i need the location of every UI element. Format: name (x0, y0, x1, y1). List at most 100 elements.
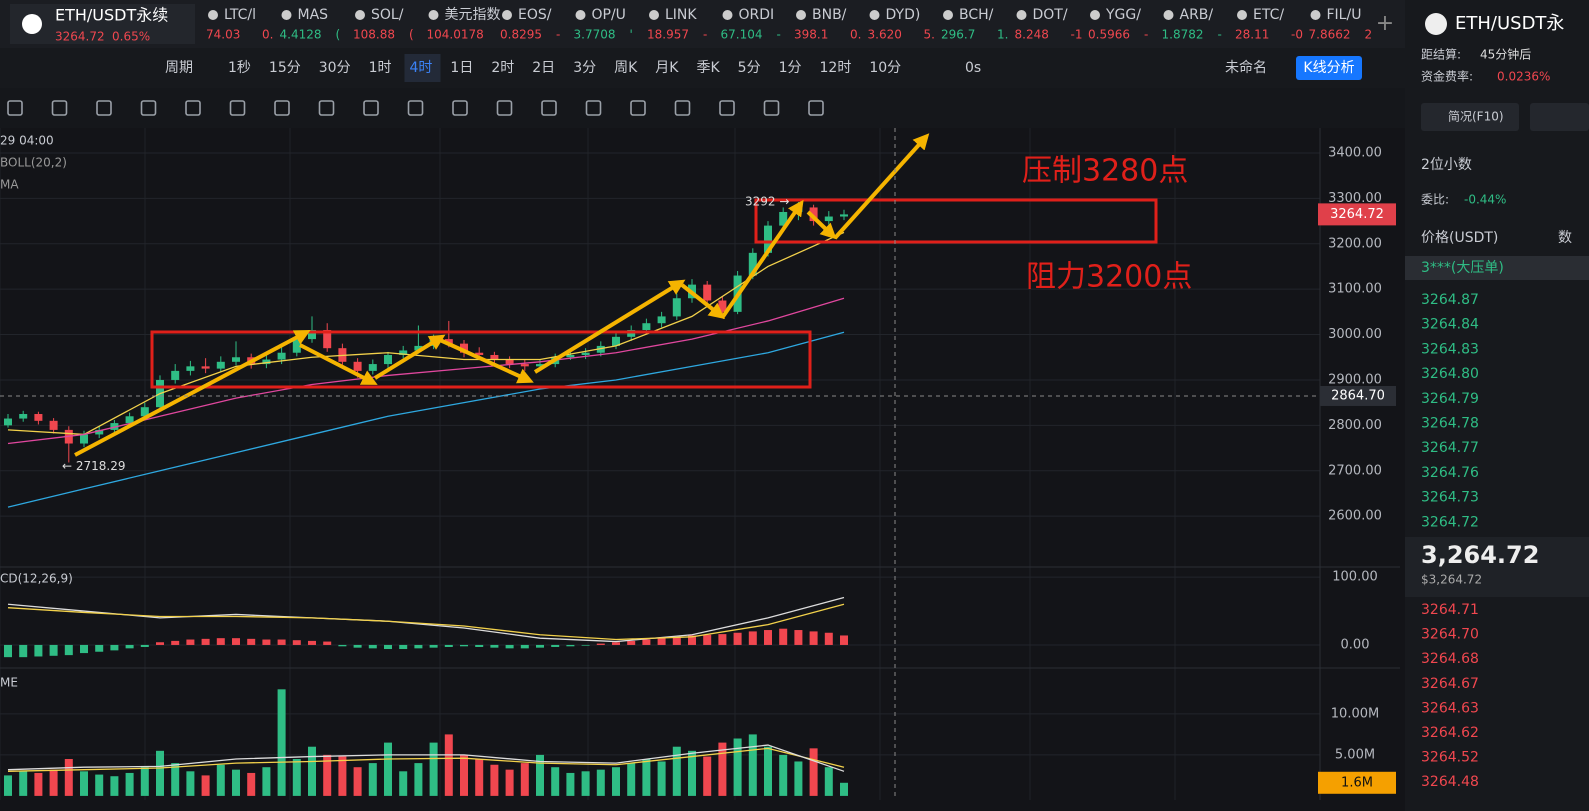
tool-icon[interactable] (674, 100, 691, 116)
tool-icon[interactable] (318, 100, 335, 116)
volume-bar (809, 748, 818, 796)
analysis-label[interactable]: K线分析 (1303, 60, 1354, 76)
interval[interactable]: 1日 (450, 60, 473, 76)
tool-icon[interactable] (274, 100, 290, 116)
interval[interactable]: 1秒 (228, 60, 251, 76)
interval[interactable]: 周K (614, 60, 638, 76)
layout-name[interactable]: 未命名 (1225, 59, 1267, 76)
ticker-change: - (1144, 28, 1148, 42)
tool-icon[interactable] (7, 100, 23, 116)
ticker-name[interactable]: DOT/ (1033, 7, 1068, 23)
last-price-badge (1318, 203, 1396, 226)
volume-bar (475, 759, 484, 796)
bid-price: 3264.71 (1421, 602, 1479, 618)
tool-icon[interactable] (496, 100, 513, 116)
volume-bar (156, 750, 164, 796)
macd-bar (186, 639, 195, 645)
y-tick-label: 10.00M (1331, 706, 1379, 721)
macd-bar (140, 644, 149, 647)
tool-icon[interactable] (541, 100, 557, 116)
ticker-name[interactable]: LTC/l (224, 7, 256, 23)
ticker-price: 18.957 (647, 28, 689, 42)
ticker-name[interactable]: OP/U (592, 7, 626, 23)
volume-bar (4, 775, 12, 796)
tool-icon[interactable] (585, 100, 602, 116)
macd-bar (840, 635, 848, 645)
ticker-name[interactable]: MAS (298, 7, 329, 23)
ask-price: 3264.87 (1421, 292, 1479, 308)
decimals: 2位小数 (1421, 157, 1472, 173)
ticker-name[interactable]: ARB/ (1180, 7, 1214, 23)
interval[interactable]: 2日 (532, 60, 555, 76)
ticker-name[interactable]: EOS/ (518, 7, 552, 23)
tool-icon[interactable] (763, 100, 780, 116)
candle-body (19, 414, 28, 419)
macd-bar (490, 644, 499, 648)
high-marker: 3292 → (745, 194, 789, 208)
ticker-name[interactable]: YGG/ (1105, 7, 1141, 23)
period-menu[interactable]: 周期 (165, 60, 193, 76)
tool-icon[interactable] (363, 100, 379, 116)
volume-bar (672, 746, 681, 796)
interval[interactable]: 1分 (779, 60, 802, 76)
analysis-button[interactable] (1296, 56, 1362, 80)
qty-header: 数 (1558, 230, 1572, 246)
ticker-name[interactable]: FIL/U (1327, 7, 1362, 23)
symbol[interactable]: ETH/USDT永续 (55, 6, 168, 25)
ticker-name[interactable]: LINK (665, 7, 697, 23)
interval[interactable]: 12时 (820, 60, 852, 76)
add-tab[interactable]: + (1376, 11, 1394, 36)
interval[interactable]: 2时 (491, 60, 514, 76)
ticker-name[interactable]: ORDI (739, 7, 775, 23)
candle-body (520, 364, 529, 367)
interval[interactable]: 5分 (738, 60, 761, 76)
volume-bar (490, 764, 499, 796)
volume-bar (748, 734, 757, 796)
candle-body (414, 345, 423, 351)
candle-body (779, 211, 788, 226)
macd-bar (399, 644, 408, 650)
drawing-tools[interactable] (7, 100, 824, 116)
volume-bar (794, 761, 803, 796)
macd-bar (49, 644, 58, 656)
interval[interactable]: 30分 (319, 60, 351, 76)
low-marker: ← 2718.29 (62, 459, 126, 473)
candle-body (566, 354, 575, 358)
macd-bar (581, 644, 590, 646)
ticker-change: - (703, 28, 707, 42)
bid-price: 3264.52 (1421, 750, 1479, 766)
side-panel (1405, 0, 1589, 811)
tool-icon[interactable] (229, 100, 246, 116)
tool-icon[interactable] (407, 100, 424, 116)
interval[interactable]: 月K (655, 60, 679, 76)
ticker-name[interactable]: BNB/ (812, 7, 847, 23)
interval[interactable]: 1时 (369, 60, 392, 76)
tool-icon[interactable] (140, 100, 157, 116)
ticker-name[interactable]: ETC/ (1253, 7, 1284, 23)
ticker-name[interactable]: BCH/ (959, 7, 994, 23)
interval[interactable]: 4时 (410, 60, 433, 76)
candle-body (536, 364, 544, 367)
interval[interactable]: 季K (696, 60, 720, 76)
tool-icon[interactable] (630, 100, 646, 116)
tool-icon[interactable] (452, 100, 468, 116)
tool-icon[interactable] (185, 100, 201, 116)
tool-icon[interactable] (808, 100, 824, 116)
tool-icon[interactable] (51, 100, 68, 116)
ticker-name[interactable]: 美元指数 (445, 7, 501, 23)
volume-bar (520, 763, 529, 796)
interval[interactable]: 3分 (573, 60, 596, 76)
annotation-arrow (373, 334, 446, 380)
ticker-name[interactable]: DYD) (886, 7, 921, 23)
macd-bar (809, 631, 818, 645)
tool-icon[interactable] (719, 100, 735, 116)
volume-bar (551, 767, 560, 796)
tool-icon[interactable] (96, 100, 112, 116)
interval[interactable]: 15分 (269, 60, 301, 76)
overview-button[interactable] (1421, 103, 1519, 131)
interval[interactable]: 10分 (869, 60, 901, 76)
ticker-price: 398.1 (794, 28, 828, 42)
volume-bar (703, 756, 712, 796)
ticker-name[interactable]: SOL/ (371, 7, 404, 23)
macd-bar (34, 644, 43, 657)
